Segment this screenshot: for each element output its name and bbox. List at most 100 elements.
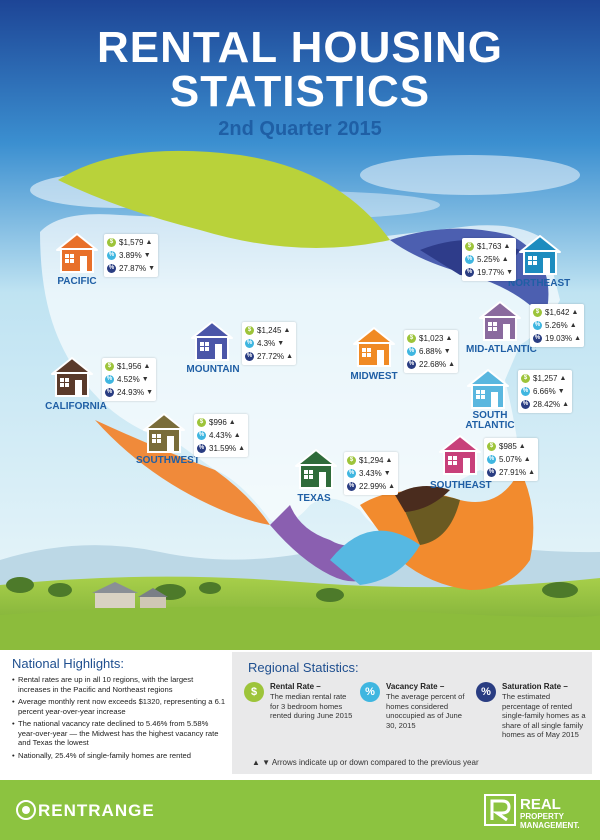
regional-heading: Regional Statistics: <box>248 660 359 675</box>
percent-icon: % <box>476 682 496 702</box>
trend-arrow-icon: ▲ <box>523 456 531 463</box>
saturation-rate-value: 28.42% <box>533 400 561 409</box>
saturation-rate-value: 27.72% <box>257 352 285 361</box>
rental-rate-value: $1,245 <box>257 326 282 335</box>
percent-icon: % <box>533 334 542 343</box>
trend-arrow-icon: ▼ <box>143 252 151 259</box>
saturation-rate-row: % 19.77% ▼ <box>465 266 513 279</box>
region-name: PACIFIC <box>57 276 97 287</box>
saturation-rate-value: 22.68% <box>419 360 447 369</box>
saturation-rate-value: 22.99% <box>359 482 387 491</box>
title-line-2: STATISTICS <box>169 67 431 116</box>
percent-icon: % <box>347 469 356 478</box>
dollar-icon: $ <box>347 456 356 465</box>
rental-rate-row: $ $1,294 ▲ <box>347 454 395 467</box>
vacancy-rate-value: 4.43% <box>209 431 232 440</box>
house-icon <box>55 232 99 279</box>
house-icon <box>50 356 94 403</box>
saturation-rate-row: % 22.68% ▲ <box>407 358 455 371</box>
trend-arrow-icon: ▼ <box>506 269 514 276</box>
percent-icon: % <box>105 375 114 384</box>
percent-icon: % <box>487 468 496 477</box>
percent-icon: % <box>245 339 254 348</box>
vacancy-rate-row: % 3.89% ▼ <box>107 249 155 262</box>
trend-arrow-icon: ▲ <box>445 335 453 342</box>
subtitle: 2nd Quarter 2015 <box>218 118 382 140</box>
trend-arrow-icon: ▼ <box>557 388 565 395</box>
region-name: TEXAS <box>297 493 331 504</box>
trend-arrow-icon: ▲ <box>503 243 511 250</box>
saturation-rate-row: % 22.99% ▲ <box>347 480 395 493</box>
percent-icon: % <box>105 388 114 397</box>
vacancy-rate-value: 5.07% <box>499 455 522 464</box>
rpm-brand-line1: REAL <box>520 796 561 813</box>
vacancy-rate-row: % 5.26% ▲ <box>533 319 581 332</box>
saturation-rate-row: % 27.91% ▲ <box>487 466 535 479</box>
saturation-rate-row: % 27.72% ▲ <box>245 350 293 363</box>
arrows-note: ▲ ▼ Arrows indicate up or down compared … <box>252 758 479 767</box>
dollar-icon: $ <box>407 334 416 343</box>
region-name: MID-ATLANTIC <box>466 344 537 355</box>
vacancy-rate-value: 3.43% <box>359 469 382 478</box>
region-stats-card: $ $1,579 ▲% 3.89% ▼% 27.87% ▼ <box>104 234 159 277</box>
dollar-icon: $ <box>487 442 496 451</box>
trend-arrow-icon: ▲ <box>448 361 456 368</box>
saturation-rate-value: 19.03% <box>545 334 573 343</box>
saturation-rate-value: 19.77% <box>477 268 505 277</box>
percent-icon: % <box>533 321 542 330</box>
trend-arrow-icon: ▲ <box>559 375 567 382</box>
percent-icon: % <box>407 360 416 369</box>
rental-rate-row: $ $996 ▲ <box>197 416 245 429</box>
rental-rate-value: $1,579 <box>119 238 144 247</box>
dollar-icon: $ <box>244 682 264 702</box>
region-stats-card: $ $996 ▲% 4.43% ▲% 31.59% ▲ <box>194 414 249 457</box>
saturation-rate-row: % 19.03% ▲ <box>533 332 581 345</box>
trend-arrow-icon: ▲ <box>385 457 393 464</box>
national-bullets: Rental rates are up in all 10 regions, w… <box>12 675 227 760</box>
house-icon <box>466 368 510 415</box>
legend-title: Vacancy Rate – <box>386 682 445 691</box>
dollar-icon: $ <box>197 418 206 427</box>
vacancy-rate-row: % 4.3% ▼ <box>245 337 293 350</box>
rental-rate-value: $1,257 <box>533 374 558 383</box>
rental-rate-value: $996 <box>209 418 227 427</box>
rental-rate-row: $ $1,245 ▲ <box>245 324 293 337</box>
region-stats-card: $ $985 ▲% 5.07% ▲% 27.91% ▲ <box>484 438 539 481</box>
trend-arrow-icon: ▲ <box>518 443 526 450</box>
dollar-icon: $ <box>521 374 530 383</box>
national-heading: National Highlights: <box>12 656 125 671</box>
region-stats-card: $ $1,956 ▲% 4.52% ▼% 24.93% ▼ <box>102 358 157 401</box>
dollar-icon: $ <box>465 242 474 251</box>
trend-arrow-icon: ▲ <box>228 419 236 426</box>
house-icon <box>438 434 482 481</box>
house-icon <box>478 300 522 347</box>
national-bullet: Nationally, 25.4% of single-family homes… <box>12 751 227 761</box>
trend-arrow-icon: ▲ <box>145 239 153 246</box>
national-bullet: Average monthly rent now exceeds $1320, … <box>12 697 227 716</box>
footer: RENTRANGE REAL PROPERTY MANAGEMENT. <box>0 780 600 840</box>
vacancy-rate-value: 4.52% <box>117 375 140 384</box>
rentrange-brand: RENTRANGE <box>38 801 155 820</box>
dollar-icon: $ <box>105 362 114 371</box>
region-name: SOUTH ATLANTIC <box>465 410 515 431</box>
rental-rate-value: $985 <box>499 442 517 451</box>
vacancy-rate-value: 3.89% <box>119 251 142 260</box>
trend-arrow-icon: ▼ <box>277 340 285 347</box>
region-stats-card: $ $1,763 ▲% 5.25% ▲% 19.77% ▼ <box>462 238 517 281</box>
vacancy-rate-row: % 6.66% ▼ <box>521 385 569 398</box>
vacancy-rate-row: % 6.88% ▼ <box>407 345 455 358</box>
rpm-brand-line2: PROPERTY MANAGEMENT. <box>520 812 580 830</box>
trend-arrow-icon: ▲ <box>233 432 241 439</box>
rental-rate-row: $ $985 ▲ <box>487 440 535 453</box>
percent-icon: % <box>107 251 116 260</box>
rental-rate-row: $ $1,579 ▲ <box>107 236 155 249</box>
vacancy-rate-value: 5.26% <box>545 321 568 330</box>
trend-arrow-icon: ▲ <box>286 353 294 360</box>
vacancy-rate-value: 4.3% <box>257 339 276 348</box>
rental-rate-value: $1,956 <box>117 362 142 371</box>
dollar-icon: $ <box>107 238 116 247</box>
trend-arrow-icon: ▲ <box>528 469 536 476</box>
region-name: NORTHEAST <box>508 278 571 289</box>
trend-arrow-icon: ▼ <box>146 389 154 396</box>
